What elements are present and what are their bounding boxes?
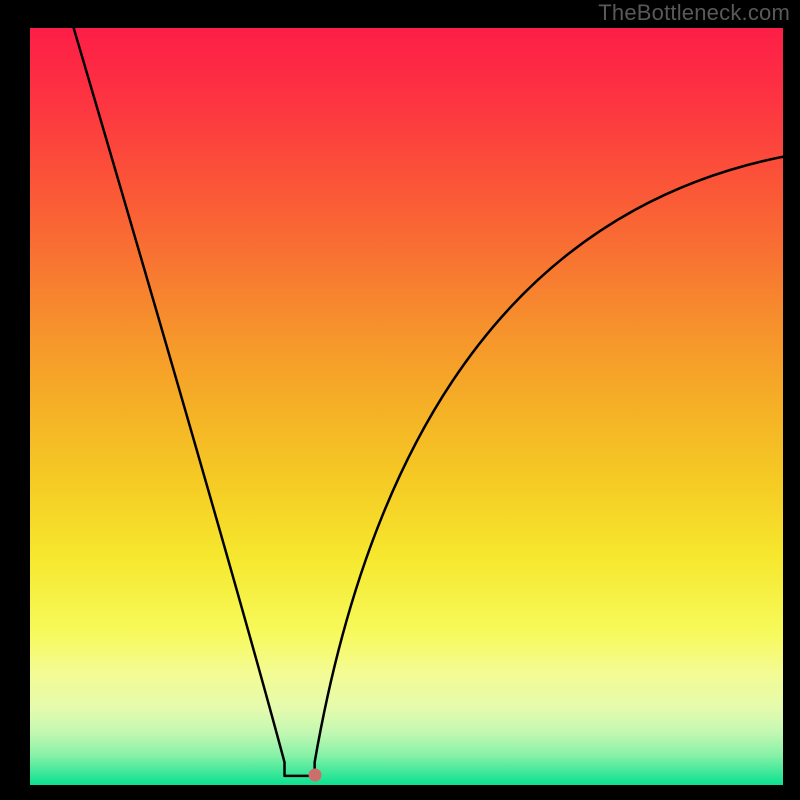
chart-plot-area [30, 28, 783, 785]
optimal-point-marker [308, 769, 321, 782]
watermark-text: TheBottleneck.com [598, 0, 790, 26]
outer-frame: TheBottleneck.com [0, 0, 800, 800]
bottleneck-curve [30, 28, 783, 785]
curve-path [74, 28, 783, 776]
